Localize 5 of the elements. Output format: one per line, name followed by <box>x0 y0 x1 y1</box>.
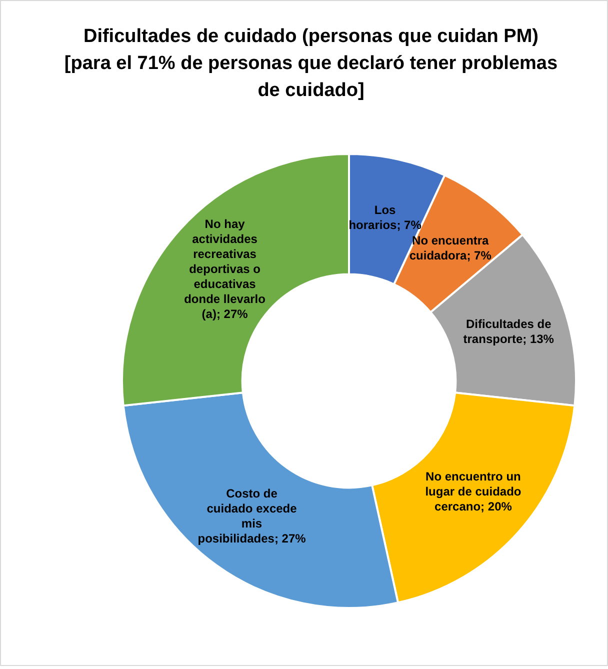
slice-label: No hay actividades recreativas deportivas o educativas donde llevarlo (a); 27% <box>184 216 266 321</box>
slice-label: No encuentro un lugar de cuidado cercano; 20% <box>425 470 522 514</box>
slice-label: Costo de cuidado excede mis posibilidades; 27% <box>198 486 306 546</box>
slice-label: Dificultades de transporte; 13% <box>463 317 554 346</box>
chart-title: Dificultades de cuidado (personas que cuidan PM) [para el 71% de personas que declaró tener problemas de cuidado] <box>63 25 559 103</box>
